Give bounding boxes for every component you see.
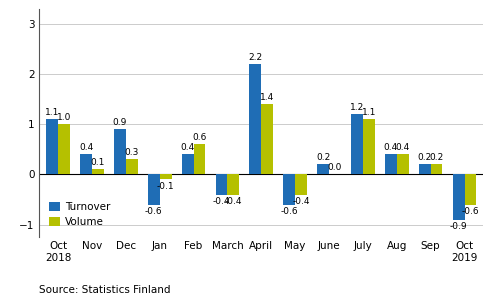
Bar bbox=[215, 174, 227, 195]
Bar bbox=[464, 174, 476, 205]
Text: Source: Statistics Finland: Source: Statistics Finland bbox=[39, 285, 171, 295]
Bar bbox=[283, 174, 295, 205]
Bar bbox=[126, 160, 138, 174]
Bar bbox=[92, 169, 104, 174]
Bar bbox=[453, 174, 464, 219]
Bar bbox=[182, 154, 194, 174]
Text: -0.4: -0.4 bbox=[213, 197, 230, 206]
Text: 0.4: 0.4 bbox=[395, 143, 410, 152]
Bar bbox=[351, 114, 363, 174]
Text: 1.1: 1.1 bbox=[45, 108, 59, 117]
Bar bbox=[46, 119, 58, 174]
Text: -0.6: -0.6 bbox=[281, 207, 298, 216]
Bar bbox=[80, 154, 92, 174]
Text: 0.6: 0.6 bbox=[192, 133, 207, 142]
Bar bbox=[363, 119, 375, 174]
Bar bbox=[295, 174, 307, 195]
Bar bbox=[261, 104, 273, 174]
Text: 0.0: 0.0 bbox=[328, 163, 342, 172]
Text: -0.4: -0.4 bbox=[225, 197, 242, 206]
Bar bbox=[431, 164, 443, 174]
Text: 1.0: 1.0 bbox=[57, 113, 71, 122]
Bar bbox=[160, 174, 172, 179]
Bar bbox=[58, 124, 70, 174]
Text: 1.1: 1.1 bbox=[362, 108, 376, 117]
Bar bbox=[397, 154, 409, 174]
Text: 0.4: 0.4 bbox=[384, 143, 398, 152]
Bar bbox=[148, 174, 160, 205]
Bar bbox=[227, 174, 239, 195]
Text: 0.4: 0.4 bbox=[79, 143, 93, 152]
Text: 0.2: 0.2 bbox=[316, 153, 330, 162]
Text: -0.6: -0.6 bbox=[461, 207, 479, 216]
Text: 2.2: 2.2 bbox=[248, 53, 262, 62]
Text: -0.4: -0.4 bbox=[292, 197, 310, 206]
Text: -0.9: -0.9 bbox=[450, 222, 467, 231]
Bar bbox=[249, 64, 261, 174]
Bar bbox=[194, 144, 206, 174]
Legend: Turnover, Volume: Turnover, Volume bbox=[49, 202, 110, 227]
Text: 1.2: 1.2 bbox=[350, 103, 364, 112]
Bar bbox=[317, 164, 329, 174]
Text: 0.1: 0.1 bbox=[91, 158, 105, 167]
Bar bbox=[385, 154, 397, 174]
Text: 1.4: 1.4 bbox=[260, 93, 274, 102]
Bar bbox=[114, 130, 126, 174]
Text: -0.1: -0.1 bbox=[157, 182, 175, 191]
Text: 0.4: 0.4 bbox=[180, 143, 195, 152]
Bar bbox=[419, 164, 431, 174]
Text: 0.9: 0.9 bbox=[113, 118, 127, 127]
Text: 0.2: 0.2 bbox=[418, 153, 432, 162]
Text: 0.2: 0.2 bbox=[429, 153, 444, 162]
Text: 0.3: 0.3 bbox=[125, 148, 139, 157]
Text: -0.6: -0.6 bbox=[145, 207, 163, 216]
